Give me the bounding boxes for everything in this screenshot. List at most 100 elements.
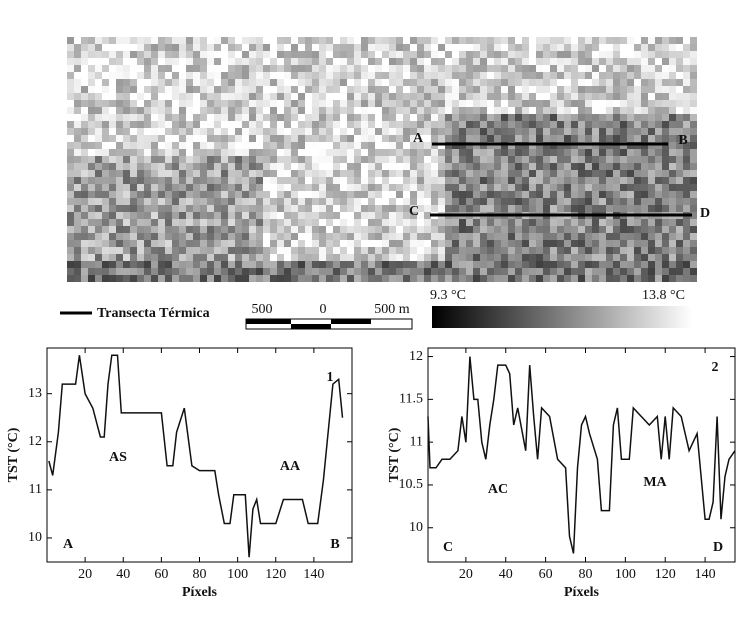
image-pixel <box>95 114 102 121</box>
image-pixel <box>396 219 403 226</box>
image-pixel <box>690 107 697 114</box>
image-pixel <box>326 100 333 107</box>
image-pixel <box>186 198 193 205</box>
image-pixel <box>179 177 186 184</box>
image-pixel <box>690 121 697 128</box>
image-pixel <box>375 107 382 114</box>
image-pixel <box>585 72 592 79</box>
x-tick-label: 20 <box>459 567 473 582</box>
image-pixel <box>634 37 641 44</box>
image-pixel <box>326 156 333 163</box>
image-pixel <box>557 93 564 100</box>
image-pixel <box>214 114 221 121</box>
image-pixel <box>158 191 165 198</box>
image-pixel <box>102 121 109 128</box>
image-pixel <box>641 219 648 226</box>
image-pixel <box>515 72 522 79</box>
image-pixel <box>466 219 473 226</box>
image-pixel <box>613 156 620 163</box>
image-pixel <box>109 268 116 275</box>
image-pixel <box>319 247 326 254</box>
image-pixel <box>298 191 305 198</box>
image-pixel <box>193 254 200 261</box>
image-pixel <box>431 114 438 121</box>
image-pixel <box>298 198 305 205</box>
image-pixel <box>109 254 116 261</box>
image-pixel <box>172 65 179 72</box>
image-pixel <box>445 170 452 177</box>
image-pixel <box>620 37 627 44</box>
image-pixel <box>438 121 445 128</box>
image-pixel <box>585 191 592 198</box>
image-pixel <box>396 121 403 128</box>
image-pixel <box>116 79 123 86</box>
image-pixel <box>690 212 697 219</box>
image-pixel <box>613 65 620 72</box>
image-pixel <box>592 37 599 44</box>
image-pixel <box>214 226 221 233</box>
image-pixel <box>326 58 333 65</box>
image-pixel <box>186 184 193 191</box>
image-pixel <box>102 86 109 93</box>
image-pixel <box>543 79 550 86</box>
image-pixel <box>669 268 676 275</box>
image-pixel <box>473 128 480 135</box>
annotation: AC <box>488 482 508 497</box>
image-pixel <box>550 254 557 261</box>
image-pixel <box>669 142 676 149</box>
image-pixel <box>662 156 669 163</box>
image-pixel <box>571 86 578 93</box>
image-pixel <box>676 198 683 205</box>
image-pixel <box>564 156 571 163</box>
image-pixel <box>382 226 389 233</box>
image-pixel <box>641 275 648 282</box>
image-pixel <box>319 44 326 51</box>
image-pixel <box>417 114 424 121</box>
image-pixel <box>480 198 487 205</box>
image-pixel <box>193 247 200 254</box>
image-pixel <box>676 156 683 163</box>
image-pixel <box>165 212 172 219</box>
image-pixel <box>599 205 606 212</box>
image-pixel <box>487 184 494 191</box>
image-pixel <box>67 156 74 163</box>
image-pixel <box>480 247 487 254</box>
image-pixel <box>613 93 620 100</box>
image-pixel <box>501 51 508 58</box>
y-axis-label: TST (°C) <box>6 427 21 482</box>
image-pixel <box>158 114 165 121</box>
image-pixel <box>361 51 368 58</box>
image-pixel <box>116 247 123 254</box>
image-pixel <box>333 93 340 100</box>
image-pixel <box>662 128 669 135</box>
image-pixel <box>585 163 592 170</box>
image-pixel <box>466 261 473 268</box>
image-pixel <box>459 177 466 184</box>
image-pixel <box>116 226 123 233</box>
image-pixel <box>361 184 368 191</box>
image-pixel <box>144 275 151 282</box>
image-pixel <box>389 163 396 170</box>
image-pixel <box>74 191 81 198</box>
image-pixel <box>326 205 333 212</box>
image-pixel <box>564 205 571 212</box>
image-pixel <box>130 72 137 79</box>
image-pixel <box>627 275 634 282</box>
image-pixel <box>228 121 235 128</box>
image-pixel <box>634 205 641 212</box>
image-pixel <box>74 240 81 247</box>
image-pixel <box>116 233 123 240</box>
image-pixel <box>424 128 431 135</box>
image-pixel <box>445 184 452 191</box>
image-pixel <box>116 205 123 212</box>
image-pixel <box>655 86 662 93</box>
image-pixel <box>564 93 571 100</box>
image-pixel <box>494 177 501 184</box>
image-pixel <box>340 247 347 254</box>
image-pixel <box>305 254 312 261</box>
image-pixel <box>158 142 165 149</box>
image-pixel <box>522 191 529 198</box>
image-pixel <box>543 170 550 177</box>
image-pixel <box>501 275 508 282</box>
image-pixel <box>410 37 417 44</box>
